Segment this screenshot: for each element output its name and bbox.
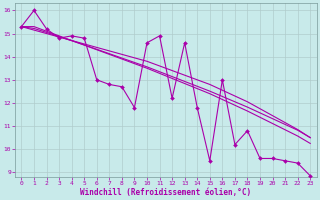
X-axis label: Windchill (Refroidissement éolien,°C): Windchill (Refroidissement éolien,°C): [80, 188, 252, 197]
